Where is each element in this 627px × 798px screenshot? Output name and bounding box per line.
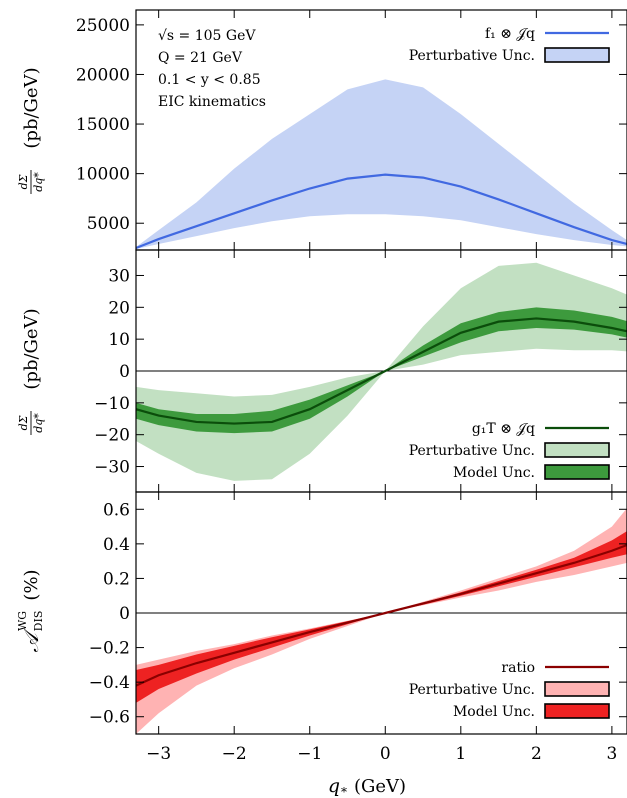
y-tick-label: 0.2 bbox=[103, 569, 130, 589]
y-tick-label: −0.6 bbox=[89, 708, 130, 728]
x-tick-label: 2 bbox=[531, 744, 542, 764]
x-label-unit: (GeV) bbox=[354, 776, 406, 797]
y-tick-label: 15000 bbox=[76, 115, 130, 135]
y-tick-label: −10 bbox=[94, 394, 130, 414]
x-tick-label: −1 bbox=[297, 744, 322, 764]
y-tick-label: 0 bbox=[119, 604, 130, 624]
y-tick-label: 5000 bbox=[87, 214, 130, 234]
plot-area bbox=[136, 262, 627, 481]
perturbative-band bbox=[136, 79, 627, 250]
y-label-numerator: dΣ bbox=[17, 415, 30, 430]
y-label-denominator: dq* bbox=[32, 413, 45, 433]
y-tick-label: 0 bbox=[119, 362, 130, 382]
annotation-text: EIC kinematics bbox=[158, 94, 266, 110]
x-tick-label: −3 bbox=[146, 744, 171, 764]
y-tick-label: −20 bbox=[94, 426, 130, 446]
legend-label: Model Unc. bbox=[453, 704, 535, 720]
central-curve bbox=[136, 317, 627, 425]
legend-label: Perturbative Unc. bbox=[409, 48, 535, 64]
legend-swatch-box bbox=[544, 464, 610, 480]
x-tick-label: 1 bbox=[455, 744, 466, 764]
y-axis-label: dΣ dq* (pb/GeV) bbox=[17, 67, 45, 194]
y-label-numerator: dΣ bbox=[17, 174, 30, 189]
y-label-unit: (pb/GeV) bbox=[21, 67, 42, 148]
legend-swatch-box bbox=[544, 47, 610, 63]
y-tick-label: 10000 bbox=[76, 165, 130, 185]
legend-swatch-box bbox=[544, 681, 610, 697]
y-tick-label: −30 bbox=[94, 458, 130, 478]
legend-label: Perturbative Unc. bbox=[409, 682, 535, 698]
central-curve bbox=[136, 543, 627, 687]
annotation-text: Q = 21 GeV bbox=[158, 50, 243, 66]
y-label-subscript: DIS bbox=[32, 611, 45, 632]
y-tick-label: 20 bbox=[108, 298, 130, 318]
legend-label: Perturbative Unc. bbox=[409, 443, 535, 459]
y-label-superscript: WG bbox=[16, 611, 29, 631]
x-tick-label: 0 bbox=[380, 744, 391, 764]
y-label-unit: (pb/GeV) bbox=[21, 308, 42, 389]
y-tick-label: 30 bbox=[108, 266, 130, 286]
y-label-unit: (%) bbox=[21, 569, 42, 600]
y-tick-label: 10 bbox=[108, 330, 130, 350]
x-label-subscript: * bbox=[341, 785, 347, 798]
model-band bbox=[136, 307, 627, 434]
x-label-symbol: q bbox=[328, 775, 340, 797]
x-tick-label: −2 bbox=[222, 744, 247, 764]
y-tick-label: −0.2 bbox=[89, 639, 130, 659]
y-tick-label: 0.6 bbox=[103, 500, 130, 520]
y-tick-label: 25000 bbox=[76, 16, 130, 36]
perturbative-band bbox=[136, 508, 627, 734]
y-label-denominator: dq* bbox=[32, 172, 45, 192]
y-tick-label: 0.4 bbox=[103, 535, 130, 555]
legend-swatch-box bbox=[544, 442, 610, 458]
plot-area bbox=[136, 508, 627, 734]
legend-label: f₁ ⊗ 𝒥q bbox=[485, 26, 535, 42]
y-axis-label: dΣ dq* (pb/GeV) bbox=[17, 308, 45, 435]
y-tick-label: −0.4 bbox=[89, 673, 130, 693]
plot-area bbox=[136, 79, 627, 250]
legend-label: g₁T ⊗ 𝒥q bbox=[472, 421, 535, 437]
legend-label: ratio bbox=[501, 660, 535, 676]
panel-middle: −30 −20 −10 0 10 20 30 dΣ dq* (pb/GeV) g₁T ⊗ 𝒥q Per… bbox=[17, 249, 627, 493]
annotation-text: √s = 105 GeV bbox=[158, 28, 256, 44]
y-tick-label: 20000 bbox=[76, 65, 130, 85]
annotation-text: 0.1 < y < 0.85 bbox=[158, 72, 261, 88]
legend-swatch-box bbox=[544, 703, 610, 719]
legend-label: Model Unc. bbox=[453, 465, 535, 481]
y-axis-label: 𝒜WG DIS(%) bbox=[16, 569, 45, 652]
x-axis-label: q * (GeV) bbox=[328, 775, 406, 798]
x-tick-label: 3 bbox=[606, 744, 617, 764]
central-curve bbox=[136, 173, 627, 250]
panel-top: 5000 10000 15000 20000 25000 dΣ dq* (pb/GeV) √s … bbox=[17, 9, 627, 251]
